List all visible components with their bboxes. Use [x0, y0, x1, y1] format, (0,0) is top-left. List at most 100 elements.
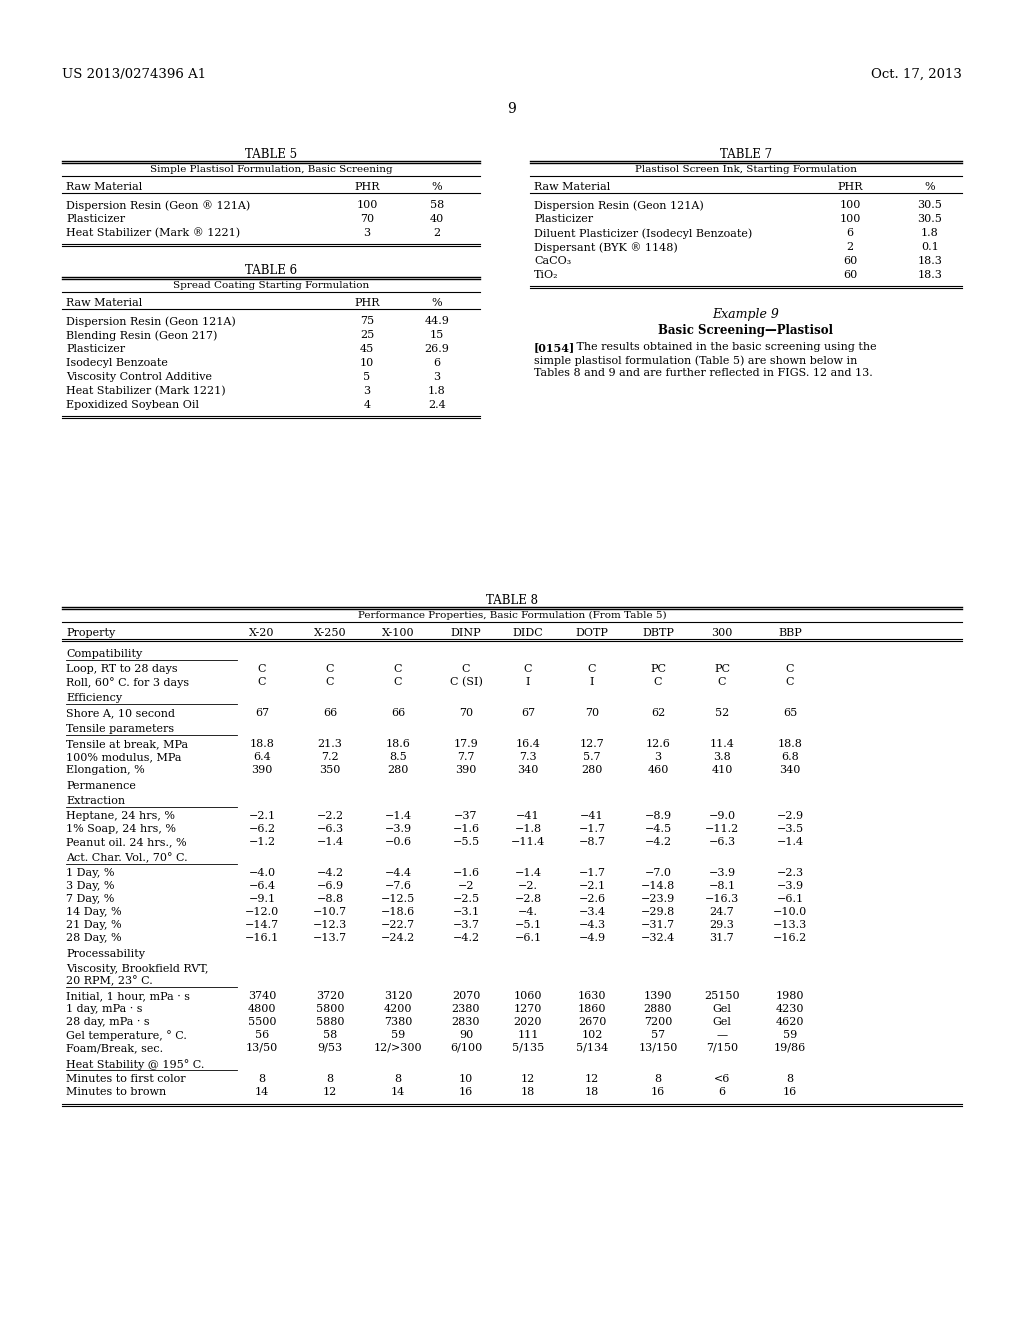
Text: 2830: 2830 — [452, 1016, 480, 1027]
Text: C: C — [523, 664, 532, 675]
Text: 12: 12 — [323, 1086, 337, 1097]
Text: DOTP: DOTP — [575, 628, 608, 638]
Text: 9/53: 9/53 — [317, 1043, 343, 1053]
Text: −29.8: −29.8 — [641, 907, 675, 917]
Text: −14.8: −14.8 — [641, 880, 675, 891]
Text: 0.1: 0.1 — [922, 242, 939, 252]
Text: −3.5: −3.5 — [776, 824, 804, 834]
Text: Plastisol Screen Ink, Starting Formulation: Plastisol Screen Ink, Starting Formulati… — [635, 165, 857, 174]
Text: 57: 57 — [651, 1030, 665, 1040]
Text: TABLE 6: TABLE 6 — [245, 264, 297, 277]
Text: Isodecyl Benzoate: Isodecyl Benzoate — [66, 358, 168, 368]
Text: TABLE 8: TABLE 8 — [486, 594, 538, 607]
Text: 12.7: 12.7 — [580, 739, 604, 748]
Text: C: C — [462, 664, 470, 675]
Text: PC: PC — [650, 664, 666, 675]
Text: −24.2: −24.2 — [381, 933, 415, 942]
Text: %: % — [432, 182, 442, 191]
Text: −37: −37 — [455, 810, 478, 821]
Text: Minutes to brown: Minutes to brown — [66, 1086, 166, 1097]
Text: 40: 40 — [430, 214, 444, 224]
Text: 1.8: 1.8 — [922, 228, 939, 238]
Text: C: C — [785, 677, 795, 686]
Text: −1.7: −1.7 — [579, 824, 605, 834]
Text: −6.3: −6.3 — [709, 837, 735, 847]
Text: Plasticizer: Plasticizer — [66, 345, 125, 354]
Text: 4200: 4200 — [384, 1005, 413, 1014]
Text: 3120: 3120 — [384, 991, 413, 1001]
Text: 16: 16 — [651, 1086, 666, 1097]
Text: 2020: 2020 — [514, 1016, 543, 1027]
Text: −10.7: −10.7 — [313, 907, 347, 917]
Text: BBP: BBP — [778, 628, 802, 638]
Text: 45: 45 — [359, 345, 374, 354]
Text: X-250: X-250 — [313, 628, 346, 638]
Text: PHR: PHR — [838, 182, 863, 191]
Text: −2.6: −2.6 — [579, 894, 605, 904]
Text: 5500: 5500 — [248, 1016, 276, 1027]
Text: 18.3: 18.3 — [918, 256, 942, 267]
Text: −3.9: −3.9 — [776, 880, 804, 891]
Text: C: C — [588, 664, 596, 675]
Text: Loop, RT to 28 days: Loop, RT to 28 days — [66, 664, 177, 675]
Text: −2.8: −2.8 — [514, 894, 542, 904]
Text: 2880: 2880 — [644, 1005, 672, 1014]
Text: −2.: −2. — [518, 880, 538, 891]
Text: DBTP: DBTP — [642, 628, 674, 638]
Text: −4.9: −4.9 — [579, 933, 605, 942]
Text: TiO₂: TiO₂ — [534, 271, 558, 280]
Text: 390: 390 — [456, 766, 477, 775]
Text: 60: 60 — [843, 271, 857, 280]
Text: C: C — [326, 664, 334, 675]
Text: Roll, 60° C. for 3 days: Roll, 60° C. for 3 days — [66, 677, 189, 688]
Text: 5: 5 — [364, 372, 371, 381]
Text: DINP: DINP — [451, 628, 481, 638]
Text: 2: 2 — [433, 228, 440, 238]
Text: 2670: 2670 — [578, 1016, 606, 1027]
Text: %: % — [432, 298, 442, 308]
Text: 30.5: 30.5 — [918, 214, 942, 224]
Text: 2070: 2070 — [452, 991, 480, 1001]
Text: 5800: 5800 — [315, 1005, 344, 1014]
Text: 4230: 4230 — [776, 1005, 804, 1014]
Text: 12.6: 12.6 — [645, 739, 671, 748]
Text: TABLE 5: TABLE 5 — [245, 148, 297, 161]
Text: 18.8: 18.8 — [250, 739, 274, 748]
Text: 2.4: 2.4 — [428, 400, 445, 411]
Text: Compatibility: Compatibility — [66, 649, 142, 659]
Text: Act. Char. Vol., 70° C.: Act. Char. Vol., 70° C. — [66, 853, 187, 863]
Text: Elongation, %: Elongation, % — [66, 766, 144, 775]
Text: PHR: PHR — [354, 182, 380, 191]
Text: −6.1: −6.1 — [776, 894, 804, 904]
Text: Foam/Break, sec.: Foam/Break, sec. — [66, 1043, 163, 1053]
Text: 1860: 1860 — [578, 1005, 606, 1014]
Text: 16: 16 — [459, 1086, 473, 1097]
Text: Dispersion Resin (Geon 121A): Dispersion Resin (Geon 121A) — [534, 201, 703, 211]
Text: −12.5: −12.5 — [381, 894, 415, 904]
Text: 3740: 3740 — [248, 991, 276, 1001]
Text: 59: 59 — [391, 1030, 406, 1040]
Text: 340: 340 — [779, 766, 801, 775]
Text: 6: 6 — [847, 228, 854, 238]
Text: 7 Day, %: 7 Day, % — [66, 894, 115, 904]
Text: 17.9: 17.9 — [454, 739, 478, 748]
Text: −7.6: −7.6 — [384, 880, 412, 891]
Text: 111: 111 — [517, 1030, 539, 1040]
Text: C (SI): C (SI) — [450, 677, 482, 688]
Text: C: C — [258, 677, 266, 686]
Text: 100: 100 — [840, 201, 861, 210]
Text: Permanence: Permanence — [66, 781, 136, 791]
Text: 7.3: 7.3 — [519, 752, 537, 762]
Text: 16: 16 — [783, 1086, 797, 1097]
Text: 280: 280 — [387, 766, 409, 775]
Text: −3.4: −3.4 — [579, 907, 605, 917]
Text: Dispersion Resin (Geon ® 121A): Dispersion Resin (Geon ® 121A) — [66, 201, 250, 211]
Text: −2.3: −2.3 — [776, 869, 804, 878]
Text: C: C — [653, 677, 663, 686]
Text: −41: −41 — [516, 810, 540, 821]
Text: 4620: 4620 — [776, 1016, 804, 1027]
Text: −6.3: −6.3 — [316, 824, 344, 834]
Text: 90: 90 — [459, 1030, 473, 1040]
Text: −4.2: −4.2 — [453, 933, 479, 942]
Text: 75: 75 — [360, 315, 374, 326]
